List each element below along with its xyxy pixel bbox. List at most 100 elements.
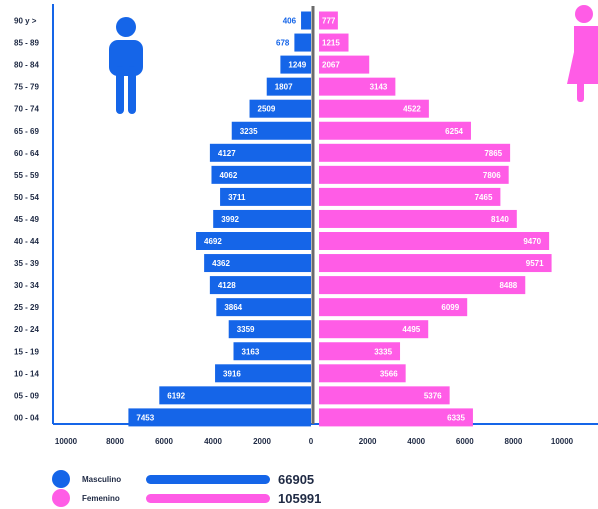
x-tick-label: 8000 [505, 437, 523, 446]
male-legend-bar [146, 474, 270, 484]
male-bar-label: 3711 [228, 193, 246, 202]
male-bar [220, 187, 311, 206]
female-bar-label: 6335 [447, 413, 465, 422]
male-bar [228, 320, 311, 339]
age-group-label: 90 y > [14, 17, 37, 26]
female-bar-label: 3143 [370, 83, 388, 92]
age-group-label: 50 - 54 [14, 193, 39, 202]
male-bar [159, 386, 311, 405]
male-bar-label: 6192 [167, 391, 185, 400]
age-group-label: 15 - 19 [14, 347, 39, 356]
age-group-label: 40 - 44 [14, 237, 39, 246]
male-bar-label: 1249 [288, 61, 306, 70]
female-bar-label: 6099 [441, 303, 459, 312]
age-group-label: 80 - 84 [14, 61, 39, 70]
male-bar-label: 406 [283, 17, 297, 26]
female-bar-label: 9470 [523, 237, 541, 246]
female-bar-label: 2067 [322, 61, 340, 70]
female-bar-label: 8488 [499, 281, 517, 290]
female-bar-label: 3335 [374, 347, 392, 356]
female-bar-label: 9571 [526, 259, 544, 268]
male-bar [215, 364, 311, 383]
male-bar [301, 11, 311, 30]
female-bar-label: 777 [322, 17, 336, 26]
female-bar [319, 143, 511, 162]
age-group-label: 10 - 14 [14, 369, 39, 378]
male-bar [196, 232, 311, 250]
female-legend-label: Femenino [82, 493, 120, 503]
female-bar-label: 7806 [483, 171, 501, 180]
male-bar [211, 165, 311, 184]
female-bar [319, 232, 550, 250]
female-bar [319, 11, 338, 30]
male-legend-label: Masculino [82, 474, 122, 484]
female-bar-label: 4495 [402, 325, 420, 334]
male-bar [249, 99, 311, 118]
male-bars: 406 678 1249 1807 2509 3235 4127 4062 3711 3992 46… [128, 11, 311, 427]
age-group-label: 55 - 59 [14, 171, 39, 180]
male-bar-label: 4127 [218, 149, 236, 158]
x-tick-label: 6000 [155, 437, 173, 446]
female-bar [319, 165, 509, 184]
x-tick-label: 2000 [359, 437, 377, 446]
male-legend-dot [52, 470, 70, 488]
female-bar-label: 6254 [445, 127, 463, 136]
age-group-label: 00 - 04 [14, 413, 39, 422]
female-bar-label: 4522 [403, 105, 421, 114]
female-bar [319, 187, 501, 206]
female-bar-label: 8140 [491, 215, 509, 224]
male-bar-label: 4128 [218, 281, 236, 290]
female-bar-label: 7865 [484, 149, 502, 158]
female-bar [319, 77, 396, 96]
female-legend-dot [52, 489, 70, 507]
female-bar [319, 276, 526, 295]
male-bar [231, 121, 311, 140]
female-bar [319, 55, 370, 74]
female-bar [319, 408, 473, 427]
age-group-label: 70 - 74 [14, 105, 39, 114]
male-bar-label: 4362 [212, 259, 230, 268]
x-tick-label: 6000 [456, 437, 474, 446]
x-tick-label: 10000 [55, 437, 78, 446]
female-bar-label: 7465 [475, 193, 493, 202]
male-bar-label: 4692 [204, 237, 222, 246]
x-tick-label: 8000 [106, 437, 124, 446]
female-total: 105991 [278, 490, 322, 506]
x-tick-label: 4000 [407, 437, 425, 446]
male-bar [294, 33, 311, 52]
male-bar [213, 209, 311, 228]
male-bar [280, 55, 311, 74]
x-tick-label: 2000 [253, 437, 271, 446]
age-group-label: 65 - 69 [14, 127, 39, 136]
female-bar [319, 342, 401, 361]
male-bar-label: 2509 [258, 105, 276, 114]
x-tick-label: 10000 [551, 437, 574, 446]
female-bar [319, 386, 450, 405]
female-legend-bar [146, 493, 270, 503]
male-bar-label: 1807 [275, 83, 293, 92]
age-group-label: 20 - 24 [14, 325, 39, 334]
male-total: 66905 [278, 471, 315, 487]
male-bar-label: 3235 [240, 127, 258, 136]
male-bar [209, 143, 311, 162]
male-bar-label: 3864 [224, 303, 242, 312]
x-tick-labels: 10000 8000 6000 4000 2000 0 2000 4000 6000 8000 10… [55, 437, 574, 446]
male-bar-label: 4062 [219, 171, 237, 180]
age-group-label: 85 - 89 [14, 39, 39, 48]
male-bar-label: 3916 [223, 369, 241, 378]
male-bar [204, 254, 311, 273]
male-bar-label: 3163 [242, 347, 260, 356]
male-bar-label: 7453 [136, 413, 154, 422]
female-bar [319, 33, 349, 52]
male-bar [233, 342, 311, 361]
male-bar [209, 276, 311, 295]
female-bar-label: 3566 [380, 369, 398, 378]
age-group-label: 75 - 79 [14, 83, 39, 92]
age-group-labels: 90 y > 85 - 89 80 - 84 75 - 79 70 - 74 65 - 6… [14, 17, 39, 423]
male-bar [266, 77, 311, 96]
female-bar [319, 121, 471, 140]
male-bar-label: 3992 [221, 215, 239, 224]
x-tick-label: 4000 [204, 437, 222, 446]
male-bar [216, 298, 311, 317]
